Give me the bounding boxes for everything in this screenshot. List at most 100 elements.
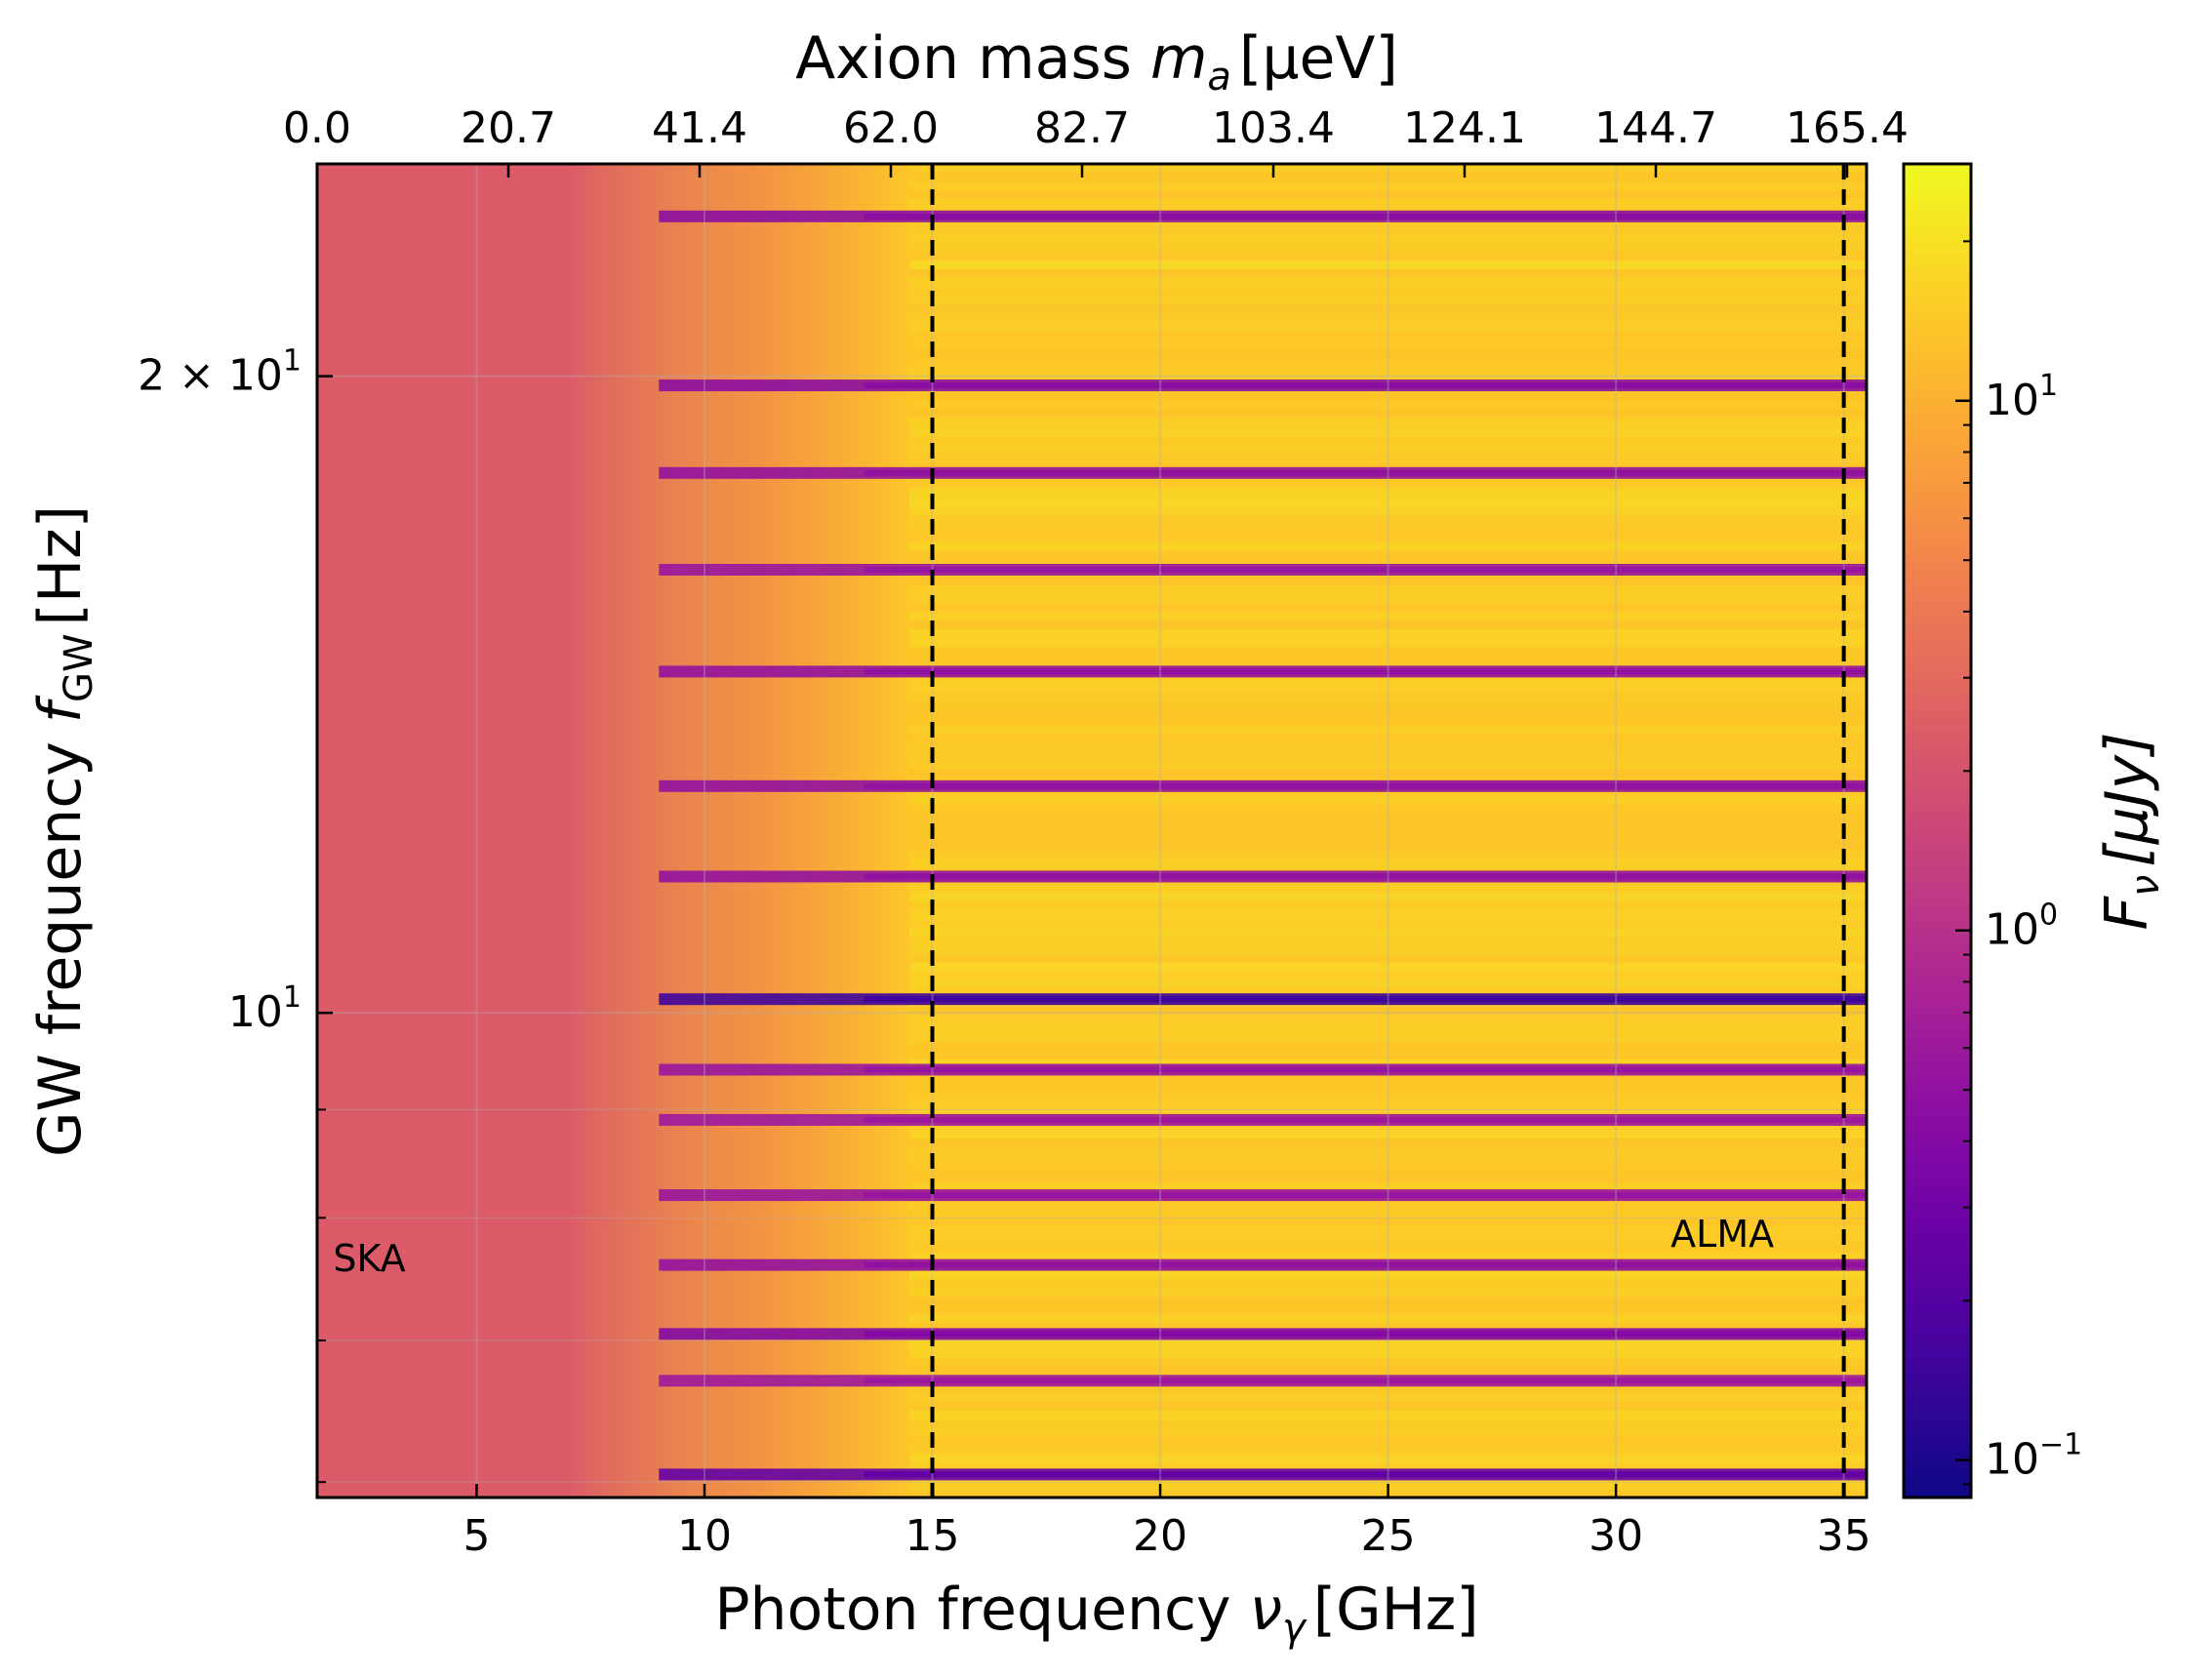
heatmap-stripe	[909, 1270, 1867, 1279]
heatmap-stripe	[909, 1428, 1867, 1437]
heatmap-stripe	[909, 1288, 1867, 1297]
heatmap-stripe	[909, 436, 1867, 445]
top-tick-label: 124.1	[1403, 103, 1526, 153]
heatmap-stripe	[909, 304, 1867, 313]
x-tick-label: 15	[905, 1511, 960, 1561]
x-tick-label: 25	[1361, 1511, 1416, 1561]
dark-band-core	[864, 1261, 1867, 1268]
heatmap-stripe	[909, 1165, 1867, 1174]
heatmap-stripe	[909, 691, 1867, 699]
heatmap-stripe	[909, 190, 1867, 199]
heatmap-stripe	[909, 1437, 1867, 1446]
heatmap-stripe	[909, 840, 1867, 849]
y-axis-ticks: 101 2 × 101	[138, 344, 333, 1484]
heatmap-stripe	[909, 260, 1867, 269]
top-axis-title-sub: a	[1207, 55, 1231, 100]
heatmap-stripe	[909, 1200, 1867, 1209]
annotation-label: SKA	[333, 1237, 405, 1280]
top-tick-label: 62.0	[843, 103, 939, 153]
heatmap-stripe	[909, 533, 1867, 541]
heatmap-stripe	[909, 1384, 1867, 1393]
heatmap-stripe	[909, 1349, 1867, 1358]
y-tick-label-exp: 1	[283, 344, 302, 379]
heatmap-stripe	[909, 1323, 1867, 1332]
top-tick-label: 0.0	[283, 103, 351, 153]
heatmap-stripe	[909, 489, 1867, 498]
colorbar-tick-base: 10	[1985, 905, 2039, 955]
x-axis-title-sub: γ	[1282, 1606, 1307, 1651]
heatmap-stripe	[909, 963, 1867, 972]
dark-band-core	[864, 382, 1867, 389]
heatmap-stripe	[909, 1182, 1867, 1191]
top-axis-ticks: 0.0 20.7 41.4 62.0 82.7 103.4 124.1 144.7 165.4	[283, 103, 1909, 178]
heatmap-stripe	[909, 937, 1867, 945]
heatmap-stripe	[909, 541, 1867, 550]
top-tick-label: 165.4	[1786, 103, 1909, 153]
heatmap-stripe	[909, 1419, 1867, 1428]
heatmap-stripe	[909, 849, 1867, 858]
colorbar-title: Fν [μJy]	[2093, 732, 2168, 930]
heatmap-stripe	[909, 445, 1867, 454]
heatmap-stripe	[909, 1016, 1867, 1024]
top-tick-label: 20.7	[461, 103, 556, 153]
heatmap-stripe	[909, 831, 1867, 840]
y-tick-label-base: 2 × 10	[138, 351, 283, 401]
heatmap-stripe	[909, 252, 1867, 260]
heatmap-stripe	[909, 770, 1867, 779]
heatmap-stripe	[909, 375, 1867, 383]
colorbar	[1902, 162, 1973, 1499]
y-axis-title-sub: GW	[57, 633, 101, 702]
heatmap-stripe	[909, 1455, 1867, 1463]
heatmap-stripe	[909, 638, 1867, 647]
heatmap-stripe	[909, 454, 1867, 462]
heatmap-stripe	[909, 462, 1867, 471]
y-axis-title-text: GW frequency	[26, 723, 95, 1157]
dark-band-core	[864, 566, 1867, 573]
dark-band-core	[864, 213, 1867, 220]
heatmap-stripe	[909, 1174, 1867, 1182]
heatmap-stripe	[909, 1340, 1867, 1349]
heatmap-stripe	[909, 796, 1867, 805]
heatmap-stripe	[909, 1463, 1867, 1472]
heatmap-stripe	[909, 480, 1867, 489]
heatmap-stripe	[909, 419, 1867, 427]
heatmap-stripe	[909, 322, 1867, 331]
heatmap-stripe	[909, 287, 1867, 296]
y-tick-label: 101	[228, 980, 302, 1037]
heatmap-stripe	[909, 761, 1867, 770]
colorbar-tick-label: 100	[1985, 899, 2058, 955]
heatmap-stripe	[909, 1139, 1867, 1147]
heatmap-stripe	[909, 1051, 1867, 1059]
heatmap-stripe	[909, 164, 1867, 173]
heatmap-stripe	[909, 498, 1867, 506]
heatmap-stripe	[909, 893, 1867, 901]
annotations: SKA ALMA	[333, 1213, 1774, 1280]
x-axis-title-unit: [GHz]	[1313, 1576, 1479, 1644]
dark-band-core	[864, 469, 1867, 476]
heatmap-stripe	[909, 550, 1867, 559]
heatmap-stripe	[909, 296, 1867, 304]
y-axis-title-unit: [Hz]	[26, 505, 95, 625]
heatmap-stripe	[909, 1147, 1867, 1156]
heatmap-stripe	[909, 1024, 1867, 1033]
heatmap-stripe	[909, 1077, 1867, 1086]
heatmap-stripe	[909, 717, 1867, 726]
heatmap-stripe	[909, 331, 1867, 340]
heatmap-stripe	[909, 954, 1867, 963]
heatmap-stripe	[909, 919, 1867, 928]
heatmap-stripe	[909, 585, 1867, 594]
heatmap-stripe	[909, 1411, 1867, 1419]
heatmap-stripe	[909, 1244, 1867, 1253]
heatmap-stripe	[909, 524, 1867, 533]
heatmap-stripe	[909, 366, 1867, 375]
heatmap-stripe	[909, 340, 1867, 348]
heatmap-stripe	[909, 805, 1867, 814]
heatmap-stripe	[909, 1130, 1867, 1139]
colorbar-tick-exp: 0	[2039, 899, 2058, 933]
colorbar-tick-label: 101	[1985, 369, 2058, 425]
top-tick-label: 103.4	[1212, 103, 1335, 153]
heatmap-stripe	[909, 173, 1867, 181]
heatmap-stripe	[909, 401, 1867, 410]
dark-band-core	[864, 1378, 1867, 1384]
heatmap-stripe	[909, 278, 1867, 287]
